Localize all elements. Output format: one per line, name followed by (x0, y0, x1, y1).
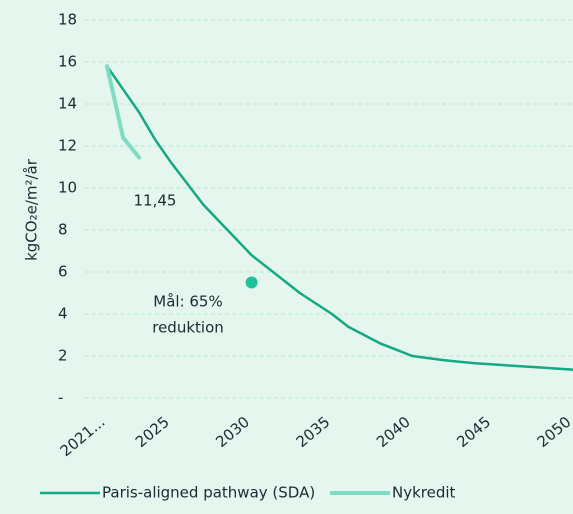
annotation: reduktion (152, 319, 224, 337)
x-tick-label: 2045 (453, 413, 494, 451)
x-tick-label: 2021... (57, 413, 109, 461)
x-tick-label: 2030 (212, 413, 253, 451)
legend-label: Paris-aligned pathway (SDA) (102, 484, 315, 502)
x-tick-label: 2035 (293, 413, 334, 451)
x-tick-label: 2025 (132, 413, 173, 451)
series-line (105, 64, 142, 160)
y-tick-label: - (58, 389, 63, 407)
y-tick-label: 14 (58, 95, 77, 113)
annotation: Mål: 65% (153, 293, 222, 311)
y-tick-label: 2 (58, 347, 68, 365)
y-tick-label: 18 (58, 11, 77, 29)
annotation: 11,45 (134, 192, 177, 210)
y-tick-label: 12 (58, 137, 77, 155)
target-point (245, 276, 258, 289)
y-tick-label: 4 (58, 305, 68, 323)
y-axis-title: kgCO₂e/m²/år (23, 158, 41, 261)
y-tick-label: 16 (58, 53, 77, 71)
x-tick-label: 2050 (534, 413, 573, 451)
y-tick-label: 8 (58, 221, 68, 239)
legend-label: Nykredit (392, 484, 456, 502)
x-tick-label: 2040 (373, 413, 414, 451)
series-line (105, 64, 573, 371)
y-tick-label: 6 (58, 263, 68, 281)
y-tick-label: 10 (58, 179, 77, 197)
